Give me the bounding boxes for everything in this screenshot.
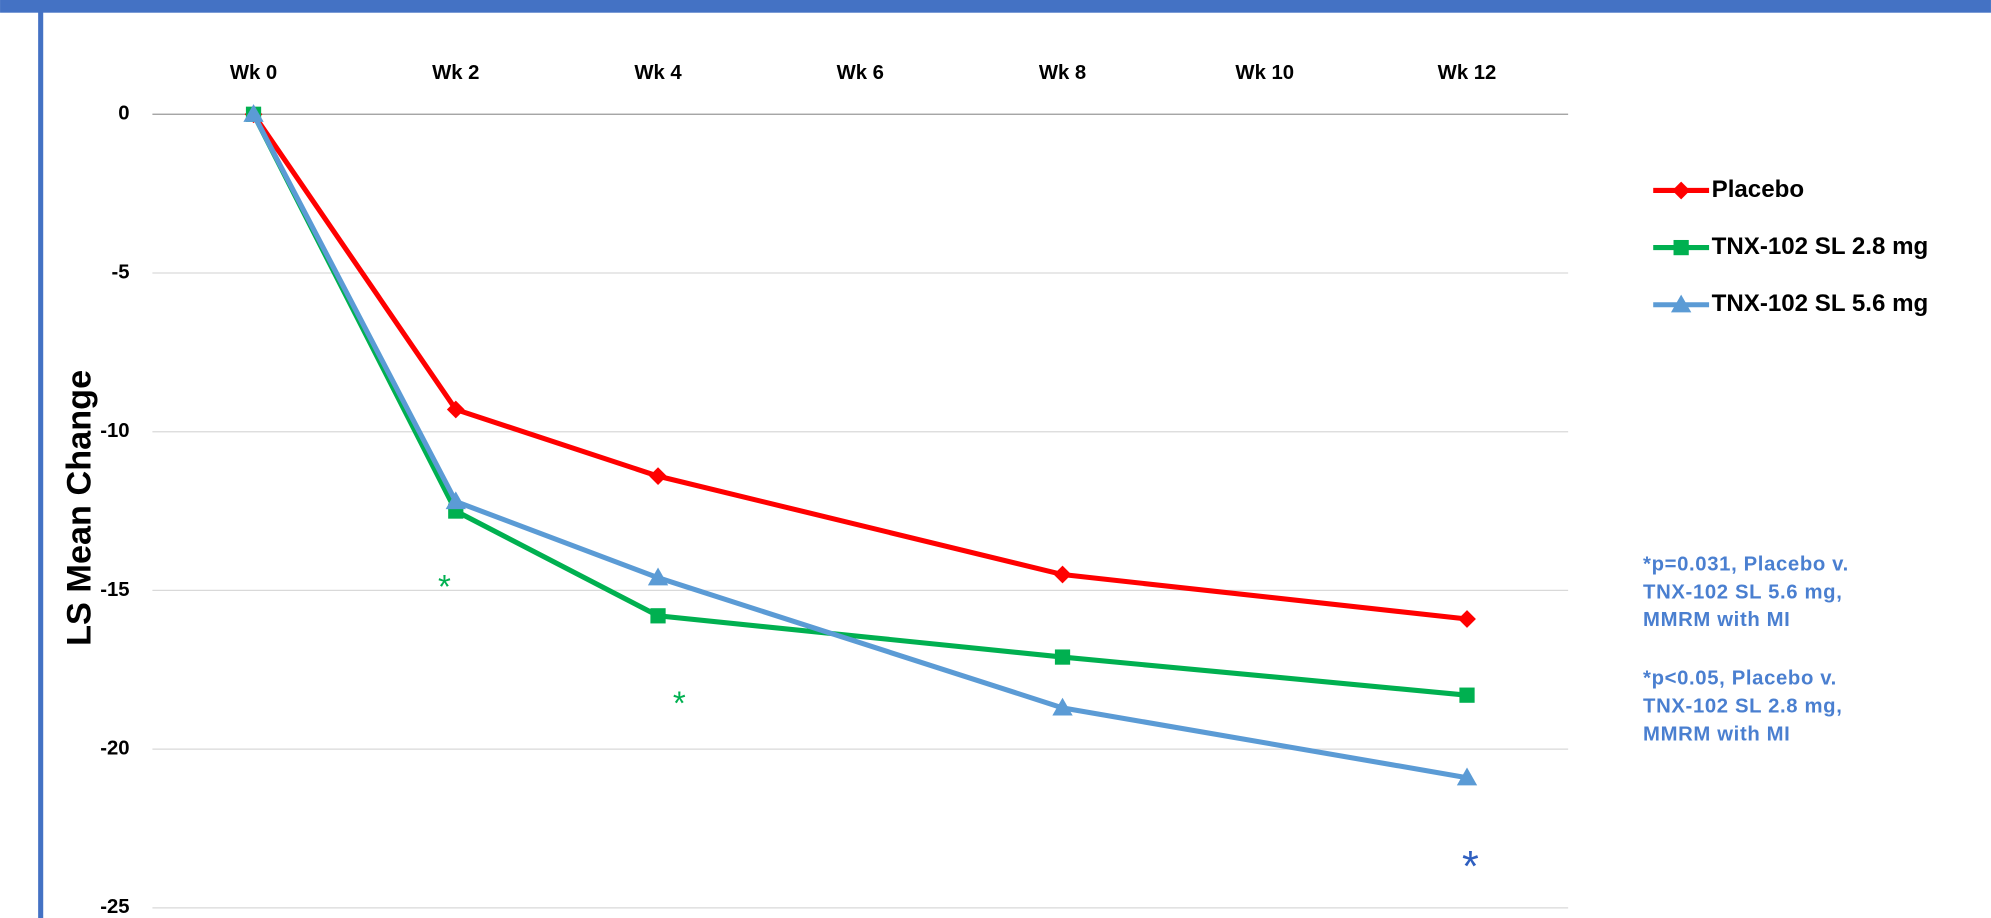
x-tick-label: Wk 2 [432, 62, 479, 84]
y-tick-label: -15 [100, 579, 129, 601]
footnote: TNX-102 SL 2.8 mg, [1643, 696, 1842, 718]
marker [1054, 649, 1071, 665]
x-tick-label: Wk 10 [1235, 62, 1294, 84]
marker [1459, 687, 1475, 703]
annotation: * [1462, 843, 1479, 891]
marker [647, 567, 669, 586]
y-tick-label: 0 [118, 103, 129, 125]
marker [1672, 181, 1691, 200]
marker [1052, 697, 1073, 716]
legend-label: Placebo [1712, 176, 1804, 203]
x-tick-label: Wk 8 [1039, 62, 1086, 84]
footnote: TNX-102 SL 5.6 mg, [1643, 581, 1842, 603]
footnote: MMRM with MI [1643, 609, 1790, 631]
x-tick-label: Wk 6 [837, 62, 884, 84]
y-tick-label: -5 [111, 261, 129, 283]
marker [1053, 565, 1072, 584]
title-banner [0, 0, 1991, 13]
left-border [38, 0, 44, 918]
marker [650, 608, 666, 624]
marker [1458, 610, 1476, 628]
footnote: MMRM with MI [1643, 724, 1790, 746]
annotation: * [438, 568, 451, 605]
y-tick-label: -10 [100, 420, 129, 442]
footnote: *p=0.031, Placebo v. [1643, 553, 1849, 575]
marker [649, 467, 667, 486]
legend-label: TNX-102 SL 5.6 mg [1712, 290, 1929, 317]
x-tick-label: Wk 4 [634, 62, 682, 84]
x-tick-label: Wk 0 [230, 62, 277, 84]
y-tick-label: -20 [100, 737, 129, 759]
marker [243, 104, 264, 122]
y-axis-label: LS Mean Change [60, 370, 98, 646]
x-tick-label: Wk 12 [1438, 62, 1497, 84]
marker [1456, 767, 1478, 786]
annotation: * [673, 685, 686, 722]
series-line [251, 113, 1468, 698]
y-tick-label: -25 [100, 896, 129, 918]
marker [1673, 239, 1689, 256]
legend-label: TNX-102 SL 2.8 mg [1712, 233, 1929, 260]
marker [445, 491, 466, 510]
series-line [251, 112, 1468, 622]
marker [1670, 294, 1692, 313]
footnote: *p<0.05, Placebo v. [1643, 668, 1837, 690]
